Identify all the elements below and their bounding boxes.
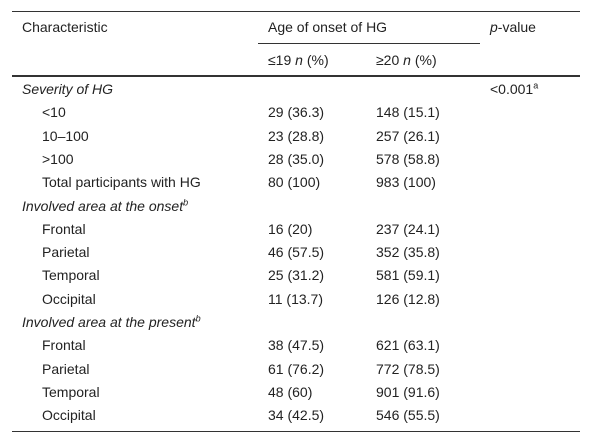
italic-text: p (490, 19, 498, 35)
row-label: Occipital (42, 290, 96, 307)
data-cell: 23 (28.8) (268, 127, 325, 144)
data-cell: 546 (55.5) (376, 407, 440, 424)
superscript: b (183, 196, 189, 207)
top-rule (12, 11, 580, 12)
italic-text: Involved area at the present (22, 314, 196, 330)
header-cell: Age of onset of HG (268, 19, 388, 35)
data-cell: 257 (26.1) (376, 127, 440, 144)
data-cell: 34 (42.5) (268, 407, 325, 424)
row-label: Parietal (42, 360, 90, 377)
data-cell: 28 (35.0) (268, 150, 325, 167)
header-cell: Characteristic (22, 19, 108, 35)
data-cell: 48 (60) (268, 383, 313, 400)
header-cell: p-value (490, 17, 536, 37)
data-cell: 61 (76.2) (268, 360, 325, 377)
data-cell: 901 (91.6) (376, 383, 440, 400)
data-cell: 11 (13.7) (268, 290, 323, 307)
section-title: Involved area at the presentb (22, 312, 201, 332)
data-cell: 25 (31.2) (268, 267, 325, 284)
row-label: Parietal (42, 244, 90, 261)
italic-text: Involved area at the onset (22, 197, 184, 214)
data-cell: 16 (20) (268, 220, 313, 237)
data-cell: 983 (100) (376, 174, 436, 191)
row-label: Frontal (42, 337, 86, 354)
row-label: 10–100 (42, 127, 89, 144)
row-label: Temporal (42, 267, 100, 284)
text: <0.001 (490, 81, 534, 97)
text: ≥20 (376, 52, 404, 68)
row-label: >100 (42, 150, 74, 167)
section-title: Severity of HG (22, 79, 113, 99)
data-cell: 352 (35.8) (376, 244, 440, 261)
data-cell: 772 (78.5) (376, 360, 440, 377)
bottom-rule (12, 431, 580, 432)
italic-text: n (295, 52, 303, 68)
superscript: b (195, 313, 201, 324)
header-cell: ≥20 n (%) (376, 50, 437, 70)
group-rule (258, 43, 480, 44)
row-label: Frontal (42, 220, 86, 237)
text: (%) (410, 52, 437, 68)
section-title: Involved area at the onsetb (22, 196, 188, 216)
superscript: a (533, 80, 539, 91)
data-cell: 46 (57.5) (268, 244, 325, 261)
p-value: <0.001a (490, 79, 538, 99)
data-cell: 581 (59.1) (376, 267, 440, 284)
header-cell: ≤19 n (%) (268, 50, 329, 70)
data-cell: 80 (100) (268, 174, 321, 191)
data-cell: 148 (15.1) (376, 104, 440, 121)
row-label: Total participants with HG (42, 174, 201, 191)
data-cell: 126 (12.8) (376, 290, 440, 307)
data-cell: 621 (63.1) (376, 337, 440, 354)
data-cell: 29 (36.3) (268, 104, 325, 121)
text: (%) (302, 52, 329, 68)
row-label: Temporal (42, 383, 100, 400)
italic-text: n (403, 52, 411, 68)
row-label: <10 (42, 104, 66, 121)
italic-text: Severity of HG (22, 81, 114, 97)
data-cell: 38 (47.5) (268, 337, 325, 354)
data-cell: 578 (58.8) (376, 150, 440, 167)
text: ≤19 (268, 52, 296, 68)
header-rule (12, 75, 580, 77)
row-label: Occipital (42, 407, 96, 424)
text: -value (497, 19, 536, 35)
data-cell: 237 (24.1) (376, 220, 440, 237)
